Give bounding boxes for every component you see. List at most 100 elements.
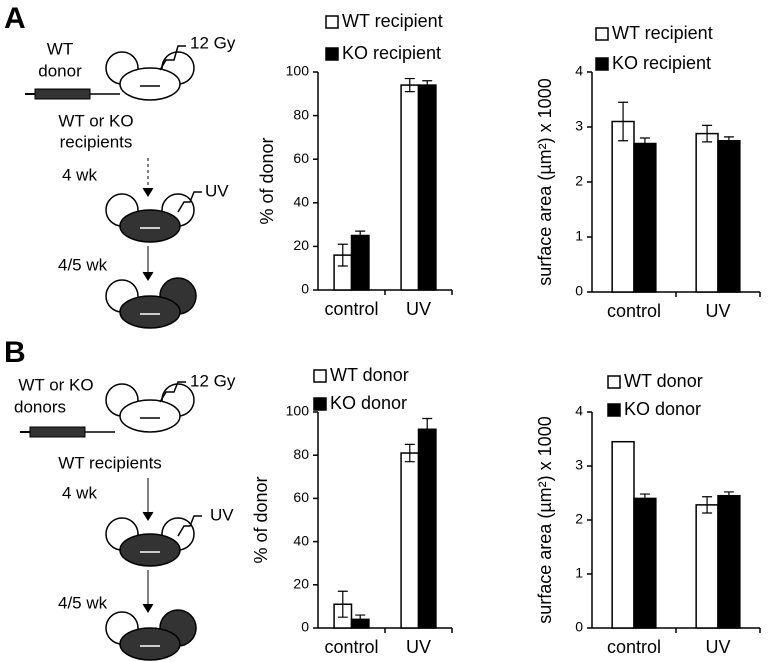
error-bar — [404, 77, 415, 93]
legend-label: WT recipient — [612, 23, 713, 43]
bar — [717, 140, 741, 293]
wait-label: 4 wk — [62, 483, 97, 502]
legend-label: KO recipient — [612, 53, 711, 73]
wait-label: 4/5 wk — [58, 255, 108, 274]
error-bar — [422, 80, 433, 91]
legend-swatch — [313, 397, 327, 411]
x-tick-label: control — [607, 301, 661, 321]
bar — [611, 120, 635, 293]
bar — [717, 494, 741, 629]
diagram-a: A WT donor 12 Gy WT or KO recipients 4 w… — [4, 2, 236, 329]
recipients-label: WT or KO — [58, 111, 133, 130]
error-bar — [422, 417, 433, 441]
y-tick-label: 4 — [575, 63, 583, 79]
chart: 0 1 2 3 4 surface area (µm²) x 1000 control UV W… — [535, 23, 761, 321]
legend-swatch — [325, 15, 339, 29]
y-tick-label: 2 — [575, 511, 583, 527]
chart: 0 1 2 3 4 surface area (µm²) x 1000 control UV W… — [535, 371, 761, 657]
diagram-b: B WT or KO donors 12 Gy WT recipients 4 … — [4, 336, 236, 661]
x-tick-label: UV — [406, 299, 431, 319]
x-tick-label: UV — [705, 637, 730, 657]
legend-label: KO donor — [624, 399, 701, 419]
panel-label: A — [4, 2, 26, 35]
error-bar — [723, 136, 734, 146]
y-tick-label: 40 — [293, 532, 309, 548]
chart: 0 20 40 60 80 100 % of donor control UV WT donor K… — [251, 365, 453, 657]
x-tick-label: control — [607, 637, 661, 657]
bar — [417, 428, 437, 629]
legend-label: WT donor — [330, 365, 409, 385]
uv-label: UV — [210, 505, 234, 524]
bar — [350, 234, 370, 291]
wait-label: 4 wk — [62, 165, 97, 184]
y-axis-label: surface area (µm²) x 1000 — [535, 416, 555, 623]
y-tick-label: 1 — [575, 228, 583, 244]
y-tick-label: 20 — [293, 237, 309, 253]
y-tick-label: 3 — [575, 118, 583, 134]
bar — [611, 440, 635, 629]
wait-label: 4/5 wk — [58, 593, 108, 612]
bar — [695, 132, 719, 293]
bar — [400, 452, 420, 629]
legend-label: WT recipient — [342, 11, 443, 31]
y-tick-label: 0 — [575, 619, 583, 635]
donor-label: donor — [38, 61, 82, 80]
legend-swatch — [595, 57, 609, 71]
error-bar — [337, 243, 348, 267]
legend-label: KO donor — [330, 393, 407, 413]
chart: 0 20 40 60 80 100 % of donor control UV WT recipi… — [257, 11, 453, 319]
y-tick-label: 80 — [293, 106, 309, 122]
donor-label: donors — [14, 397, 66, 416]
legend-swatch — [595, 27, 609, 41]
error-bar — [355, 614, 366, 625]
legend-label: KO recipient — [342, 43, 441, 63]
error-bar — [404, 443, 415, 463]
y-tick-label: 60 — [293, 150, 309, 166]
dose-label: 12 Gy — [190, 371, 236, 390]
y-axis-label: surface area (µm²) x 1000 — [535, 78, 555, 285]
dose-label: 12 Gy — [190, 33, 236, 52]
bar — [633, 497, 657, 629]
y-tick-label: 100 — [286, 63, 310, 79]
bar — [400, 84, 420, 291]
legend-swatch — [325, 47, 339, 61]
y-tick-label: 2 — [575, 173, 583, 189]
x-tick-label: UV — [705, 301, 730, 321]
y-axis-label: % of donor — [251, 476, 271, 563]
bar — [633, 142, 657, 293]
y-tick-label: 1 — [575, 565, 583, 581]
y-tick-label: 0 — [575, 283, 583, 299]
legend-swatch — [313, 369, 327, 383]
x-tick-label: control — [324, 299, 378, 319]
y-tick-label: 60 — [293, 489, 309, 505]
y-axis-label: % of donor — [257, 137, 277, 224]
error-bar — [639, 493, 650, 504]
legend-label: WT donor — [624, 371, 703, 391]
y-tick-label: 0 — [301, 619, 309, 635]
error-bar — [639, 137, 650, 150]
y-tick-label: 4 — [575, 403, 583, 419]
error-bar — [702, 124, 713, 143]
recipients-label: WT recipients — [58, 453, 162, 472]
y-tick-label: 40 — [293, 194, 309, 210]
uv-label: UV — [205, 181, 229, 200]
legend-swatch — [607, 375, 621, 389]
donor-label: WT or KO — [18, 375, 93, 394]
panel-label: B — [4, 336, 26, 369]
donor-label: WT — [47, 39, 73, 58]
legend-swatch — [607, 403, 621, 417]
error-bar — [618, 101, 629, 142]
y-tick-label: 20 — [293, 576, 309, 592]
y-tick-label: 3 — [575, 457, 583, 473]
x-tick-label: control — [324, 637, 378, 657]
y-tick-label: 80 — [293, 446, 309, 462]
y-tick-label: 0 — [301, 281, 309, 297]
recipients-label: recipients — [60, 132, 133, 151]
error-bar — [723, 491, 734, 501]
bar — [695, 504, 719, 629]
x-tick-label: UV — [406, 637, 431, 657]
error-bar — [355, 230, 366, 241]
error-bar — [337, 590, 348, 618]
error-bar — [702, 496, 713, 514]
